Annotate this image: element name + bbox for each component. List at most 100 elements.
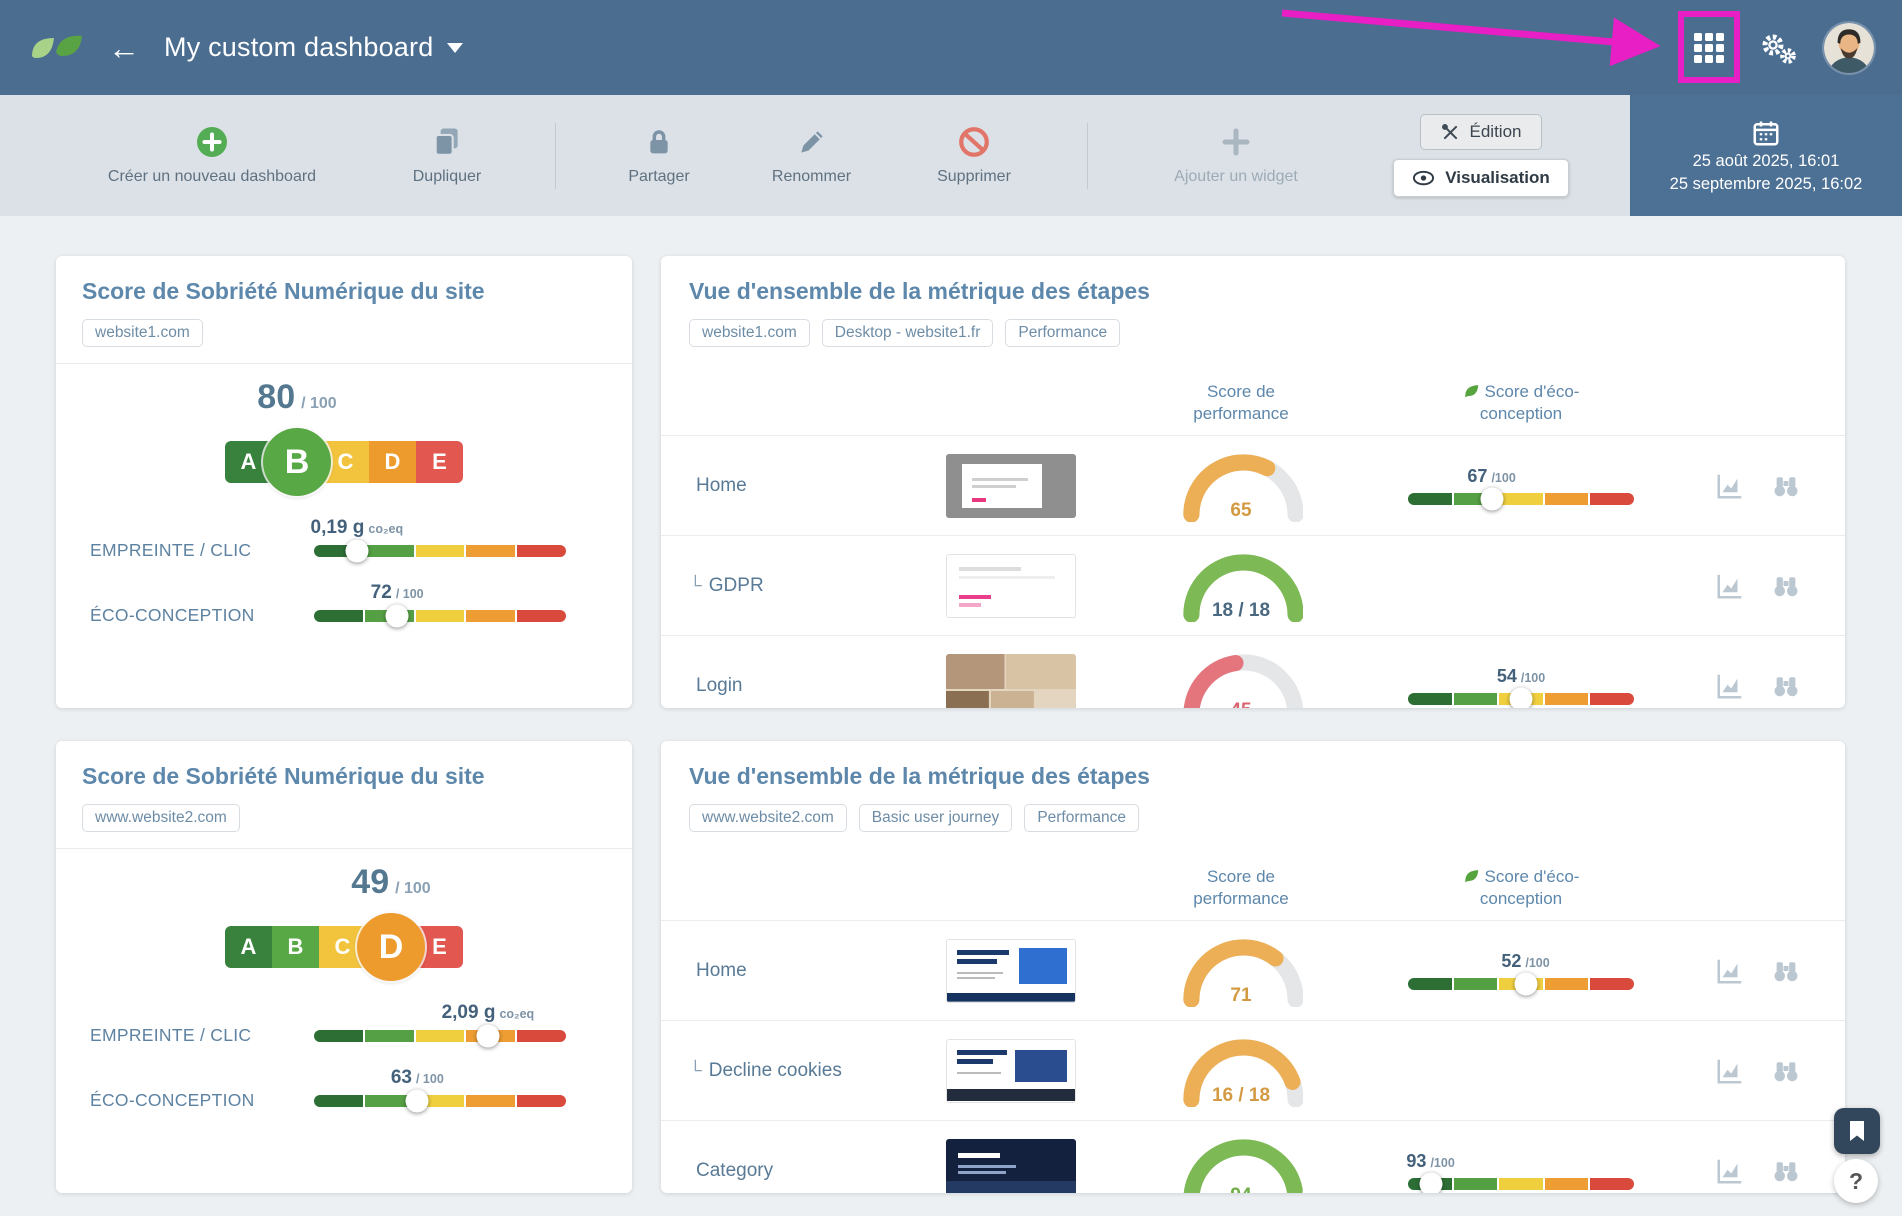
apps-grid-icon[interactable] xyxy=(1281,9,1740,83)
eye-icon xyxy=(1413,170,1435,186)
slider-value: 2,09 g co₂eq xyxy=(441,1001,535,1023)
sobriety-score-card-2: Score de Sobriété Numérique du site www.… xyxy=(56,741,632,1193)
details-binoculars-icon[interactable] xyxy=(1771,956,1801,986)
slider-track xyxy=(1408,492,1634,505)
bookmark-button[interactable] xyxy=(1834,1108,1880,1154)
gauge-value: 71 xyxy=(1230,984,1252,1006)
tools-icon xyxy=(1441,123,1457,139)
performance-gauge: 18 / 18 xyxy=(1179,550,1303,622)
table-row: Login 45 54/100 xyxy=(661,635,1845,708)
slider-knob xyxy=(1480,487,1504,510)
create-dashboard-button[interactable]: Créer un nouveau dashboard xyxy=(96,125,328,186)
gauge-value: 94 xyxy=(1179,1185,1303,1194)
footprint-label: EMPREINTE / CLIC xyxy=(90,1025,252,1045)
slider-track xyxy=(314,609,566,622)
footprint-slider: 0,19 g co₂eq xyxy=(311,517,566,562)
steps-metric-card-1: Vue d'ensemble de la métrique des étapes… xyxy=(661,256,1845,708)
details-binoculars-icon[interactable] xyxy=(1771,1056,1801,1086)
page-title: My custom dashboard xyxy=(164,32,434,62)
slider-value: 0,19 g co₂eq xyxy=(310,516,404,538)
sobriety-score-card-1: Score de Sobriété Numérique du site webs… xyxy=(56,256,632,708)
page-thumbnail xyxy=(946,453,1076,518)
journey-tag: Basic user journey xyxy=(858,804,1013,832)
page-thumbnail xyxy=(946,1038,1076,1103)
column-header-ecodesign: Score d'éco-conception xyxy=(1479,866,1580,908)
page-thumbnail xyxy=(946,938,1076,1003)
lock-icon xyxy=(650,130,668,154)
slider-value: 67/100 xyxy=(1467,465,1516,486)
history-chart-icon[interactable] xyxy=(1715,471,1745,501)
toolbar-divider xyxy=(555,122,556,189)
substep-corner-glyph: └ xyxy=(689,575,702,595)
slider-value: 72/ 100 xyxy=(370,581,424,603)
column-header-performance: Score de performance xyxy=(1193,866,1289,908)
add-widget-button[interactable]: Ajouter un widget xyxy=(1121,125,1351,186)
widgets-area: Score de Sobriété Numérique du site webs… xyxy=(0,216,1902,1193)
date-range-start: 25 août 2025, 16:01 xyxy=(1692,151,1840,170)
page-thumbnail xyxy=(946,653,1076,708)
gauge-arc xyxy=(1183,653,1303,708)
gauge-value: 65 xyxy=(1230,499,1252,521)
footprint-label: EMPREINTE / CLIC xyxy=(90,540,252,560)
ecodesign-slider: 72/ 100 xyxy=(314,582,566,627)
details-binoculars-icon[interactable] xyxy=(1771,671,1801,701)
site-tag: www.website2.com xyxy=(82,804,240,832)
details-binoculars-icon[interactable] xyxy=(1771,571,1801,601)
ecodesign-label: ÉCO-CONCEPTION xyxy=(90,1090,255,1110)
visualisation-button[interactable]: Visualisation xyxy=(1393,159,1569,197)
pencil-icon xyxy=(800,131,823,153)
site-tag: website1.com xyxy=(82,319,203,347)
back-arrow-icon[interactable]: ← xyxy=(108,29,140,66)
share-button[interactable]: Partager xyxy=(589,125,729,186)
widget-title: Score de Sobriété Numérique du site xyxy=(82,763,485,789)
dashboard-title-dropdown[interactable]: My custom dashboard xyxy=(164,32,464,63)
user-avatar[interactable] xyxy=(1824,22,1874,73)
copy-icon xyxy=(434,128,458,156)
step-name: GDPR xyxy=(708,574,764,596)
delete-button[interactable]: Supprimer xyxy=(894,125,1054,186)
grade-C: C xyxy=(322,441,369,483)
ecodesign-slider: 63/ 100 xyxy=(314,1067,566,1112)
grade-A: A xyxy=(225,926,272,968)
step-name: Home xyxy=(696,474,747,496)
details-binoculars-icon[interactable] xyxy=(1771,1156,1801,1186)
table-row: └ Decline cookies 16 / 18 xyxy=(661,1020,1845,1120)
step-name: Login xyxy=(696,674,743,696)
slider-knob xyxy=(385,604,409,627)
step-name: Category xyxy=(696,1159,774,1181)
table-row: Home 65 67/100 xyxy=(661,435,1845,535)
settings-gears-icon[interactable] xyxy=(1758,30,1798,66)
grade-D: D xyxy=(369,441,416,483)
slider-value: 93/100 xyxy=(1406,1150,1455,1171)
slider-track xyxy=(314,544,566,557)
metric-tag: Performance xyxy=(1024,804,1140,832)
step-name: Home xyxy=(696,959,747,981)
slider-knob xyxy=(1514,972,1538,995)
help-button[interactable]: ? xyxy=(1834,1159,1878,1203)
details-binoculars-icon[interactable] xyxy=(1771,471,1801,501)
ecodesign-label: ÉCO-CONCEPTION xyxy=(90,605,255,625)
ban-icon xyxy=(959,127,989,157)
history-chart-icon[interactable] xyxy=(1715,1156,1745,1186)
history-chart-icon[interactable] xyxy=(1715,956,1745,986)
visualisation-label: Visualisation xyxy=(1445,168,1550,187)
gauge-arc xyxy=(1183,553,1303,622)
grade-D: D xyxy=(357,913,425,981)
page-thumbnail xyxy=(946,1138,1076,1193)
slider-value: 63/ 100 xyxy=(390,1066,444,1088)
edition-button[interactable]: Édition xyxy=(1419,114,1543,150)
share-label: Partager xyxy=(628,168,690,185)
history-chart-icon[interactable] xyxy=(1715,1056,1745,1086)
rename-button[interactable]: Renommer xyxy=(729,125,894,186)
history-chart-icon[interactable] xyxy=(1715,571,1745,601)
performance-gauge: 71 xyxy=(1179,935,1303,1007)
duplicate-button[interactable]: Dupliquer xyxy=(372,125,522,186)
create-dashboard-label: Créer un nouveau dashboard xyxy=(107,168,317,185)
plus-icon xyxy=(1222,128,1250,156)
gauge-arc xyxy=(1183,1038,1303,1107)
history-chart-icon[interactable] xyxy=(1715,671,1745,701)
rename-label: Renommer xyxy=(771,168,852,185)
date-range-picker[interactable]: 25 août 2025, 16:01 25 septembre 2025, 1… xyxy=(1630,95,1902,216)
